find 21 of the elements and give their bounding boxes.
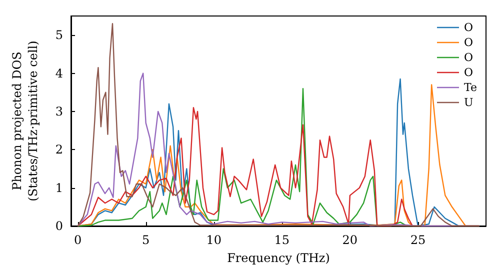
y-tick-label: 3 [55, 104, 63, 118]
legend-label: O [464, 36, 474, 49]
legend-label: U [464, 96, 474, 109]
x-tick-label: 20 [342, 233, 358, 247]
y-axis-title: Phonon projected DOS (States/THz·primitive cell) [10, 40, 40, 202]
y-tick-label: 5 [55, 28, 63, 42]
x-tick-label: 0 [74, 233, 82, 247]
x-tick-label: 5 [142, 233, 150, 247]
legend-label: O [464, 66, 474, 79]
x-tick-label: 10 [206, 233, 222, 247]
legend-label: O [464, 21, 474, 34]
x-tick-label: 15 [274, 233, 290, 247]
y-tick-label: 4 [55, 66, 64, 80]
line-series [77, 23, 480, 227]
x-tick-label: 25 [410, 233, 426, 247]
y-tick-label: 0 [55, 219, 63, 233]
x-axis-title: Frequency (THz) [227, 251, 330, 265]
legend-label: O [464, 51, 474, 64]
legend-label: Te [464, 81, 477, 94]
y-tick-label: 1 [55, 180, 63, 195]
y-tick-label: 2 [55, 142, 63, 157]
